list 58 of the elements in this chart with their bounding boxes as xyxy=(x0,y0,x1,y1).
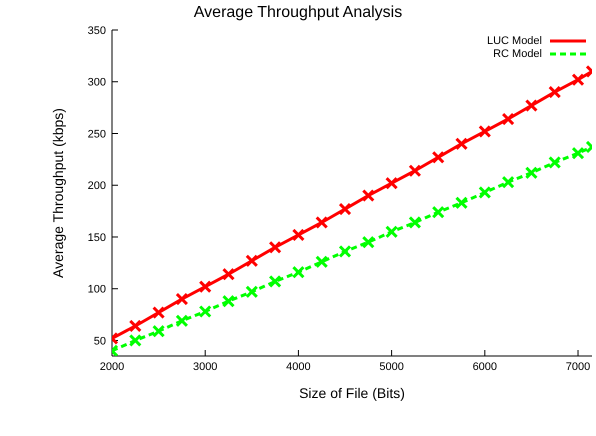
x-tick-label: 2000 xyxy=(100,360,124,373)
point xyxy=(315,255,328,268)
y-tick-label: 350 xyxy=(88,24,106,37)
point xyxy=(362,189,375,202)
point xyxy=(198,280,212,294)
point xyxy=(152,324,166,338)
y-tick-label: 200 xyxy=(88,180,106,192)
point xyxy=(572,73,585,86)
point xyxy=(338,244,352,258)
point xyxy=(524,166,538,180)
x-tick-label: 7000 xyxy=(566,360,590,373)
point xyxy=(385,225,398,238)
point xyxy=(222,268,236,281)
point xyxy=(524,99,538,112)
point xyxy=(408,216,422,229)
chart-title: Average Throughput Analysis xyxy=(192,4,404,22)
x-tick-label: 5000 xyxy=(379,360,404,373)
point xyxy=(245,285,258,298)
point xyxy=(268,240,282,254)
point xyxy=(315,216,328,229)
y-tick-label: 150 xyxy=(88,232,106,244)
point xyxy=(502,112,515,126)
point xyxy=(478,186,492,199)
point xyxy=(245,254,258,268)
point xyxy=(338,202,352,216)
point xyxy=(548,156,562,169)
point xyxy=(292,228,305,242)
y-tick-label: 100 xyxy=(88,284,106,296)
point xyxy=(152,306,166,320)
point xyxy=(548,86,562,99)
y-axis-title: Average Throughput (kbps) xyxy=(50,108,66,278)
point xyxy=(175,292,188,306)
x-tick-label: 3000 xyxy=(192,360,218,373)
legend-label: RC Model xyxy=(493,48,542,60)
point xyxy=(128,319,142,332)
y-tick-label: 250 xyxy=(88,128,106,140)
point xyxy=(455,137,468,150)
x-tick-label: 4000 xyxy=(286,360,311,373)
point xyxy=(362,236,375,249)
x-tick-label: 6000 xyxy=(472,360,498,373)
y-tick-label: 300 xyxy=(88,76,106,89)
point xyxy=(455,196,468,210)
y-tick-label: 50 xyxy=(94,335,106,348)
point xyxy=(502,176,515,189)
point xyxy=(268,274,282,288)
point xyxy=(432,150,445,164)
point xyxy=(128,334,142,347)
x-axis-title: Size of File (Bits) xyxy=(299,385,405,401)
point xyxy=(198,305,212,318)
point xyxy=(572,146,585,160)
point xyxy=(175,314,188,328)
point xyxy=(222,294,236,308)
point xyxy=(408,164,422,178)
legend-label: LUC Model xyxy=(486,34,542,46)
point xyxy=(292,266,305,279)
point xyxy=(385,176,398,190)
point xyxy=(478,124,492,138)
point xyxy=(432,206,445,219)
